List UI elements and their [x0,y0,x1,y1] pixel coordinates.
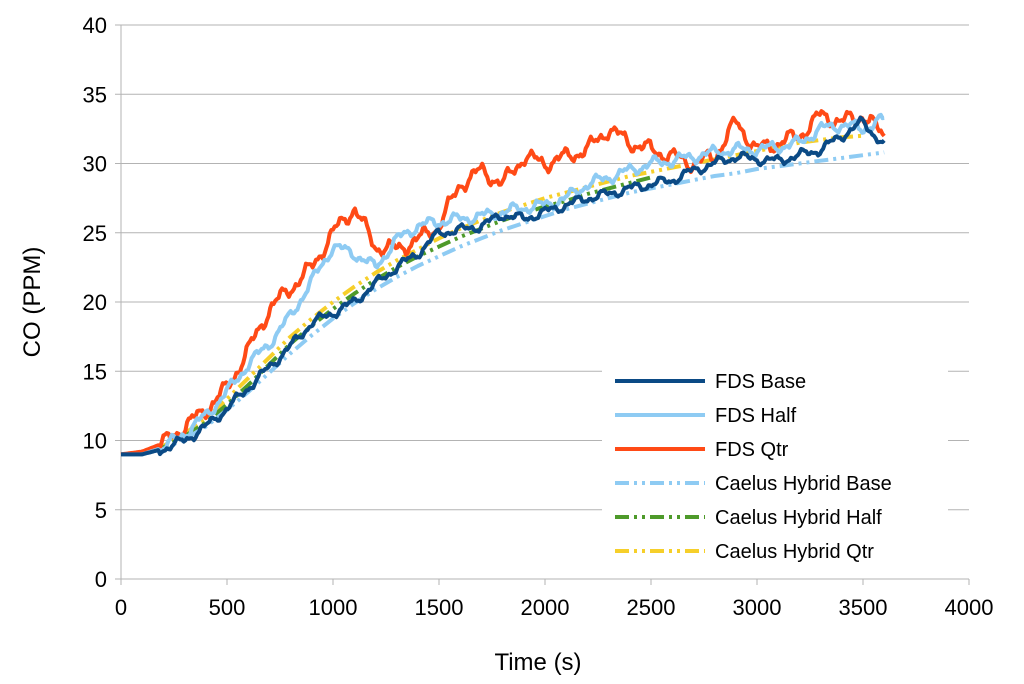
x-tick-label: 0 [115,595,127,620]
series-line-fds-base [120,115,886,457]
legend-label: Caelus Hybrid Qtr [715,541,874,563]
y-tick-label: 0 [95,567,107,592]
y-tick-label: 30 [83,152,107,177]
series-lines [120,109,886,457]
x-tick-label: 3500 [839,595,888,620]
x-axis-title: Time (s) [494,649,581,676]
legend-label: FDS Qtr [715,439,789,461]
legend-label: FDS Half [715,405,797,427]
legend: FDS Base FDS Half FDS Qtr Caelus Hybrid Bas… [602,362,948,572]
series-line-fds-qtr [120,109,886,457]
x-tick-label: 2000 [521,595,570,620]
y-tick-label: 25 [83,221,107,246]
legend-label: Caelus Hybrid Base [715,473,892,495]
y-tick-label: 20 [83,290,107,315]
legend-background [602,362,948,572]
y-tick-labels: 0 5 10 15 20 25 30 35 40 [83,13,107,592]
x-tick-label: 4000 [945,595,994,620]
legend-label: Caelus Hybrid Half [715,507,882,529]
y-axis-title: CO (PPM) [19,247,46,358]
x-tick-label: 1000 [309,595,358,620]
legend-label: FDS Base [715,371,806,393]
y-tick-label: 40 [83,13,107,38]
x-tick-label: 1500 [415,595,464,620]
y-tick-label: 5 [95,498,107,523]
y-tick-label: 15 [83,359,107,384]
y-tick-label: 35 [83,82,107,107]
x-tick-label: 500 [209,595,246,620]
y-tick-label: 10 [83,429,107,454]
x-tick-label: 2500 [627,595,676,620]
series-line-fds-half [120,112,885,457]
x-tick-labels: 0 500 1000 1500 2000 2500 3000 3500 4000 [115,595,994,620]
axes [115,24,970,585]
x-tick-label: 3000 [733,595,782,620]
